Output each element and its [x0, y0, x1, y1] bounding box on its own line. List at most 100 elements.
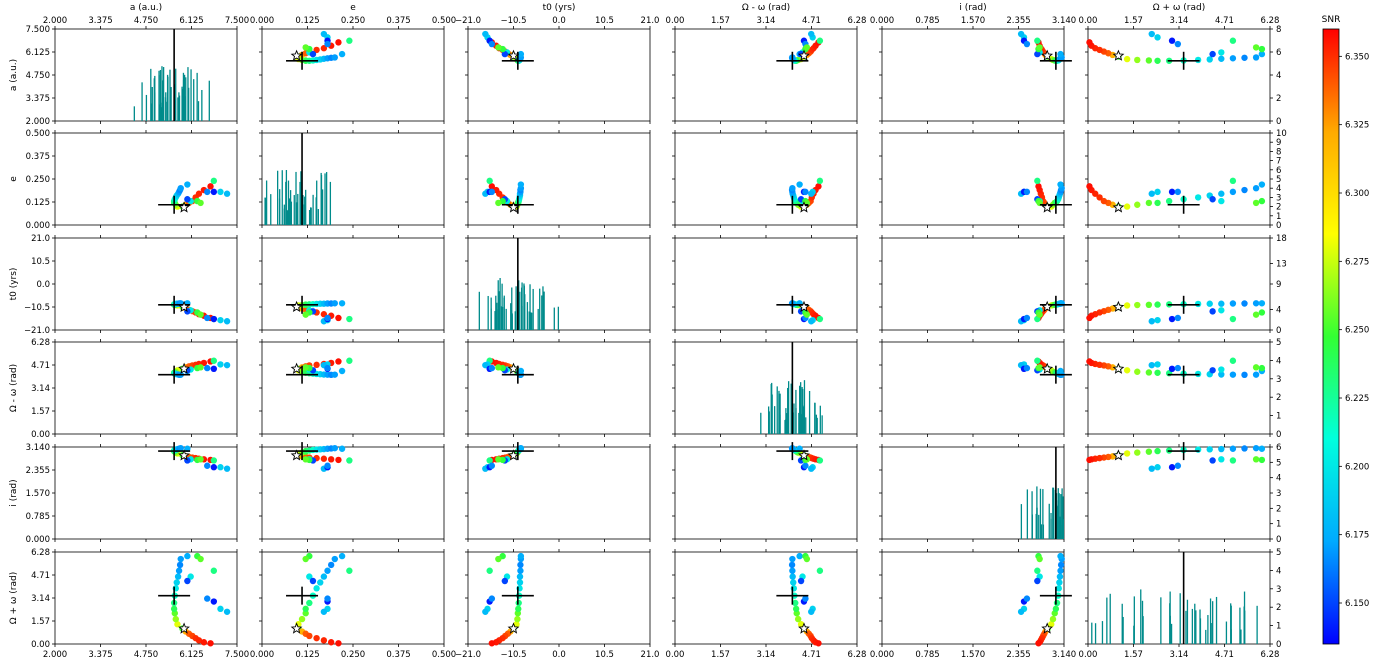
hist-bar: [478, 291, 480, 330]
panel-r5-c5: 0.00 1.57 3.14 4.71 6.280 1 2 3 4 5: [1079, 548, 1282, 660]
panel-frame: [1087, 341, 1271, 435]
hist-bar: [288, 198, 291, 225]
y-tick-label: 6.28: [31, 548, 50, 558]
scatter-point: [1057, 367, 1064, 375]
scatter-point: [515, 599, 522, 607]
scatter-point: [1252, 456, 1260, 463]
x-tick-label: 21.0: [641, 650, 660, 660]
hist-bar: [510, 310, 513, 330]
best-fit-star: [290, 300, 303, 312]
scatter-point: [1154, 316, 1161, 324]
scatter-point: [324, 40, 331, 48]
hist-bar: [1048, 503, 1050, 539]
scatter-point: [1048, 621, 1055, 628]
scatter-point: [1145, 57, 1153, 64]
right-tick-label: 4: [1276, 566, 1281, 576]
hist-bar: [543, 291, 545, 330]
y-axis-label: e: [9, 176, 19, 182]
scatter-point: [331, 371, 338, 378]
scatter-point: [1258, 445, 1266, 452]
scatter-point: [309, 50, 317, 58]
scatter-point: [1096, 194, 1103, 201]
right-tick-label: 0: [1276, 535, 1281, 545]
panel-frame: [261, 446, 445, 540]
scatter-point: [803, 44, 811, 51]
scatter-point: [1258, 456, 1266, 464]
hist-bar: [1042, 489, 1044, 539]
hist-bar: [1133, 596, 1135, 644]
hist-bar: [1052, 487, 1055, 539]
hist-bar: [1036, 507, 1038, 539]
hist-bar: [133, 106, 135, 121]
hist-bar: [162, 67, 165, 121]
scatter-point: [1209, 50, 1216, 58]
panel-frame: [674, 446, 858, 540]
scatter-point: [177, 444, 184, 452]
x-tick-label-top: 0.375: [386, 16, 410, 26]
y-tick-label: 1.57: [31, 617, 50, 627]
hist-bar: [1179, 593, 1181, 644]
scatter-point: [306, 632, 313, 640]
scatter-point: [1154, 361, 1161, 368]
right-tick-label: 4: [1276, 474, 1281, 484]
scatter-point: [515, 605, 522, 613]
scatter-point: [327, 639, 335, 646]
scatter-point: [1218, 456, 1225, 463]
right-tick-label: 6: [1276, 48, 1281, 58]
y-tick-label: 0.250: [26, 175, 50, 185]
hist-bar: [787, 387, 789, 434]
scatter-point: [1218, 300, 1225, 307]
scatter-point: [1174, 462, 1182, 469]
best-fit-star: [1112, 362, 1125, 374]
colorbar-scale: [1322, 28, 1340, 645]
y-tick-label: 4.750: [26, 71, 50, 81]
scatter-point: [1258, 364, 1266, 372]
x-tick-label: 0.00: [1079, 650, 1098, 660]
scatter-point: [1134, 201, 1141, 208]
hist-bar: [304, 196, 306, 225]
hist-bar: [778, 399, 781, 434]
hist-bar: [523, 285, 525, 330]
scatter-point: [313, 585, 320, 592]
scatter-point: [482, 608, 489, 615]
scatter-point: [1206, 56, 1213, 63]
scatter-point: [1229, 371, 1237, 378]
hist-bar: [799, 413, 802, 434]
hist-bar: [557, 306, 560, 330]
scatter-point: [1154, 464, 1161, 471]
y-tick-label: −10.5: [24, 303, 50, 313]
y-tick-label: 0.500: [26, 129, 50, 139]
scatter-point: [816, 567, 824, 574]
panel-r1-c1: [259, 130, 445, 228]
scatter-point: [789, 573, 796, 580]
scatter-point: [204, 188, 211, 196]
panel-r5-c4: 0.000 0.785 1.570 2.355 3.140: [870, 549, 1076, 660]
colorbar-tick-label: 6.150: [1345, 599, 1369, 609]
scatter-point: [1168, 315, 1176, 323]
right-tick-label: 2: [1276, 504, 1281, 514]
hist-bar: [786, 413, 788, 434]
scatter-point: [174, 573, 182, 580]
hist-bar: [295, 171, 297, 225]
panel-frame: [674, 551, 858, 645]
scatter-point: [1049, 615, 1057, 623]
scatter-point: [1052, 605, 1060, 613]
scatter-point: [1252, 300, 1260, 307]
scatter-point: [306, 599, 313, 607]
scatter-point: [1258, 197, 1266, 205]
scatter-point: [335, 39, 342, 46]
right-tick-label: 0: [1276, 326, 1281, 336]
hist-bar: [1191, 608, 1194, 644]
hist-bar: [305, 189, 307, 225]
hist-bar: [1059, 516, 1061, 539]
hist-bar: [1057, 488, 1059, 539]
scatter-point: [1229, 300, 1237, 307]
right-tick-label: 0: [1276, 117, 1281, 127]
hist-bar: [785, 408, 787, 434]
right-tick-label: 1: [1276, 212, 1281, 222]
scatter-point: [1134, 301, 1141, 309]
scatter-point: [1174, 188, 1182, 196]
best-fit-star: [507, 449, 520, 461]
hist-bar: [792, 412, 795, 434]
y-tick-label: −21.0: [24, 326, 50, 336]
